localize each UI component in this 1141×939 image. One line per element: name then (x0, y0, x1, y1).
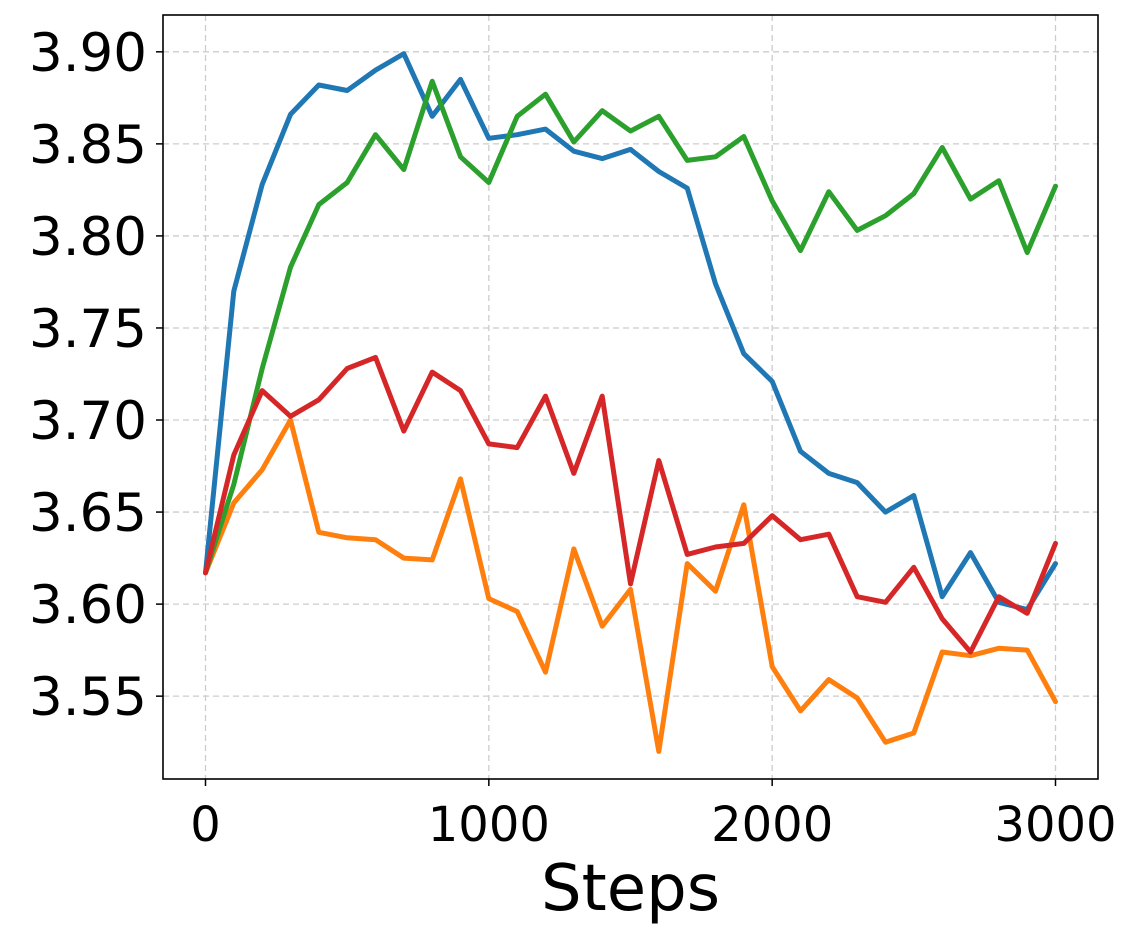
series-line-3 (203, 78, 1058, 576)
x-axis-label: Steps (541, 852, 720, 926)
grid-lines (163, 15, 1098, 779)
y-tick-label: 3.85 (29, 115, 147, 176)
x-tick-label: 3000 (994, 797, 1116, 853)
y-axis-ticks: 3.55 3.60 3.65 3.70 3.75 3.80 3.85 3.90 (29, 23, 163, 728)
x-tick-label: 2000 (711, 797, 833, 853)
series-lines (203, 51, 1058, 754)
y-tick-label: 3.80 (29, 207, 147, 268)
x-axis-ticks: 0 1000 2000 3000 (190, 779, 1117, 853)
x-tick-label: 0 (190, 797, 221, 853)
y-tick-label: 3.90 (29, 23, 147, 84)
series-line-4 (203, 354, 1058, 655)
y-tick-label: 3.75 (29, 299, 147, 360)
y-tick-label: 3.70 (29, 391, 147, 452)
x-tick-label: 1000 (428, 797, 550, 853)
series-line-1 (203, 51, 1058, 613)
y-tick-label: 3.55 (29, 667, 147, 728)
plot-frame (162, 14, 1099, 780)
y-tick-label: 3.60 (29, 575, 147, 636)
series-line-2 (203, 417, 1058, 754)
y-tick-label: 3.65 (29, 483, 147, 544)
